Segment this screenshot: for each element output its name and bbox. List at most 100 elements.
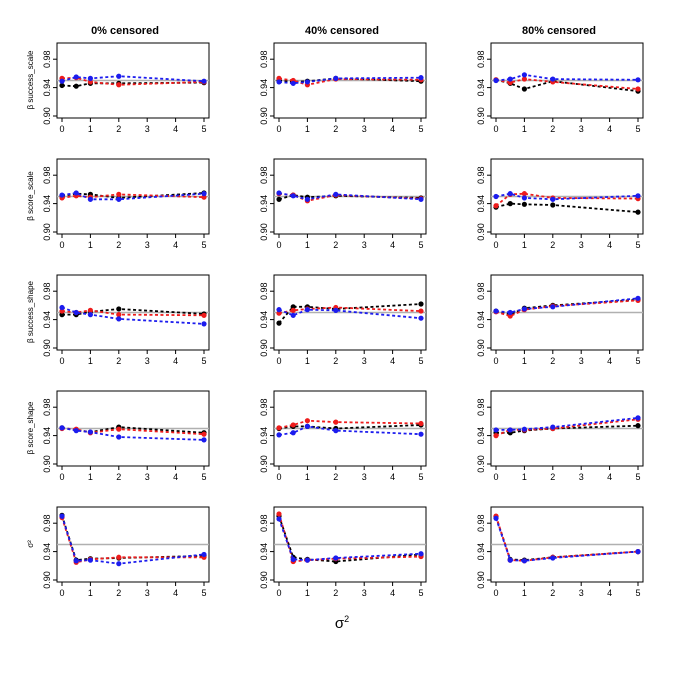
y-tick-label: 0.90 <box>476 107 486 125</box>
x-tick-label: 1 <box>522 240 527 250</box>
data-point-blue <box>276 516 282 522</box>
x-tick-label: 0 <box>493 124 498 134</box>
x-tick-label: 4 <box>607 356 612 366</box>
y-tick-label: 0.90 <box>476 223 486 241</box>
data-point-blue <box>304 423 310 429</box>
series-line-black <box>61 515 205 562</box>
y-tick-label: 0.98 <box>259 398 269 416</box>
x-tick-label: 4 <box>173 240 178 250</box>
column-title-40-percent: 40% censored <box>305 25 379 37</box>
x-tick-label: 0 <box>276 240 281 250</box>
y-tick-label: 0.94 <box>42 195 52 213</box>
data-point-blue <box>116 561 122 567</box>
y-tick-label: 0.94 <box>476 195 486 213</box>
y-tick-label: 0.94 <box>42 427 52 445</box>
data-point-black <box>73 83 79 89</box>
row-label-success-scale: β success_scale <box>26 50 35 109</box>
x-tick-label: 3 <box>145 240 150 250</box>
data-point-blue <box>493 193 499 200</box>
series-line-blue <box>278 518 422 562</box>
data-point-blue <box>276 432 282 438</box>
y-tick-label: 0.90 <box>42 339 52 357</box>
data-point-red <box>290 422 296 428</box>
x-tick-label: 5 <box>635 124 640 134</box>
x-tick-label: 2 <box>550 588 555 598</box>
data-point-blue <box>73 190 79 196</box>
y-tick-label: 0.90 <box>259 571 269 589</box>
panel-r3-c1: 0 1 2 3 4 5 0.90 0.94 0.98 <box>259 390 427 482</box>
data-point-blue <box>87 75 93 81</box>
data-point-blue <box>276 190 282 196</box>
y-tick-label: 0.94 <box>259 543 269 561</box>
x-tick-label: 0 <box>59 124 64 134</box>
data-point-blue <box>59 425 65 431</box>
data-point-blue <box>550 76 556 82</box>
y-tick-label: 0.90 <box>259 223 269 241</box>
data-point-blue <box>493 77 499 84</box>
x-tick-label: 4 <box>390 356 395 366</box>
x-tick-label: 3 <box>145 356 150 366</box>
data-point-blue <box>635 415 641 421</box>
y-tick-label: 0.90 <box>42 223 52 241</box>
y-tick-label: 0.98 <box>259 514 269 532</box>
data-point-blue <box>73 558 79 564</box>
data-point-blue <box>493 427 499 433</box>
x-tick-label: 5 <box>201 356 206 366</box>
data-point-black <box>59 82 65 89</box>
data-point-blue <box>290 430 296 436</box>
x-tick-label: 3 <box>579 124 584 134</box>
x-tick-label: 4 <box>607 124 612 134</box>
x-tick-label: 4 <box>173 124 178 134</box>
data-point-blue <box>290 312 296 318</box>
data-point-red <box>333 419 339 425</box>
y-tick-label: 0.94 <box>42 79 52 97</box>
y-tick-label: 0.94 <box>259 311 269 329</box>
x-tick-label: 1 <box>522 356 527 366</box>
x-tick-label: 5 <box>635 588 640 598</box>
data-point-black <box>276 196 282 202</box>
data-point-blue <box>521 306 528 312</box>
data-point-blue <box>507 557 513 563</box>
panel-r3-c2: 0 1 2 3 4 5 0.90 0.94 0.98 <box>476 390 644 482</box>
x-tick-label: 3 <box>362 472 367 482</box>
data-point-blue <box>507 76 513 82</box>
panel-r2-c0: 0 1 2 3 4 5 0.90 0.94 0.98 <box>42 274 210 366</box>
x-tick-label: 4 <box>173 588 178 598</box>
x-tick-label: 3 <box>579 240 584 250</box>
y-tick-label: 0.90 <box>259 339 269 357</box>
x-tick-label: 1 <box>88 356 93 366</box>
x-tick-label: 0 <box>276 356 281 366</box>
panel-r1-c0: 0 1 2 3 4 5 0.90 0.94 0.98 <box>42 158 210 250</box>
panel-grid: 0 1 2 3 4 5 0.90 0.94 0.98 0 1 2 3 4 5 0.90 0.94 0.98 0 1 2 3… <box>42 42 644 598</box>
y-tick-label: 0.90 <box>42 455 52 473</box>
x-tick-label: 0 <box>276 472 281 482</box>
data-point-blue <box>116 316 122 322</box>
column-title-0-percent: 0% censored <box>91 25 159 37</box>
panel-r4-c2: 0 1 2 3 4 5 0.90 0.94 0.98 <box>476 506 644 598</box>
data-point-blue <box>333 428 339 434</box>
panel-r2-c1: 0 1 2 3 4 5 0.90 0.94 0.98 <box>259 274 427 366</box>
data-point-red <box>418 308 424 314</box>
data-point-blue <box>418 75 424 81</box>
data-point-blue <box>418 196 424 202</box>
series-line-blue <box>495 297 639 314</box>
panel-r1-c1: 0 1 2 3 4 5 0.90 0.94 0.98 <box>259 158 427 250</box>
x-tick-label: 0 <box>493 588 498 598</box>
y-tick-label: 0.94 <box>259 195 269 213</box>
data-point-blue <box>201 191 207 197</box>
x-tick-label: 2 <box>333 588 338 598</box>
x-tick-label: 1 <box>88 588 93 598</box>
y-tick-label: 0.90 <box>42 107 52 125</box>
series-line-red <box>61 517 204 564</box>
data-point-blue <box>116 434 122 440</box>
row-label-sigma-squared: σ² <box>26 540 35 548</box>
data-point-blue <box>635 77 641 83</box>
x-tick-label: 3 <box>145 124 150 134</box>
y-tick-label: 0.98 <box>476 282 486 300</box>
data-point-red <box>521 76 528 82</box>
x-tick-label: 5 <box>201 588 206 598</box>
x-tick-label: 2 <box>550 240 555 250</box>
x-tick-label: 1 <box>522 124 527 134</box>
y-tick-label: 0.94 <box>42 311 52 329</box>
